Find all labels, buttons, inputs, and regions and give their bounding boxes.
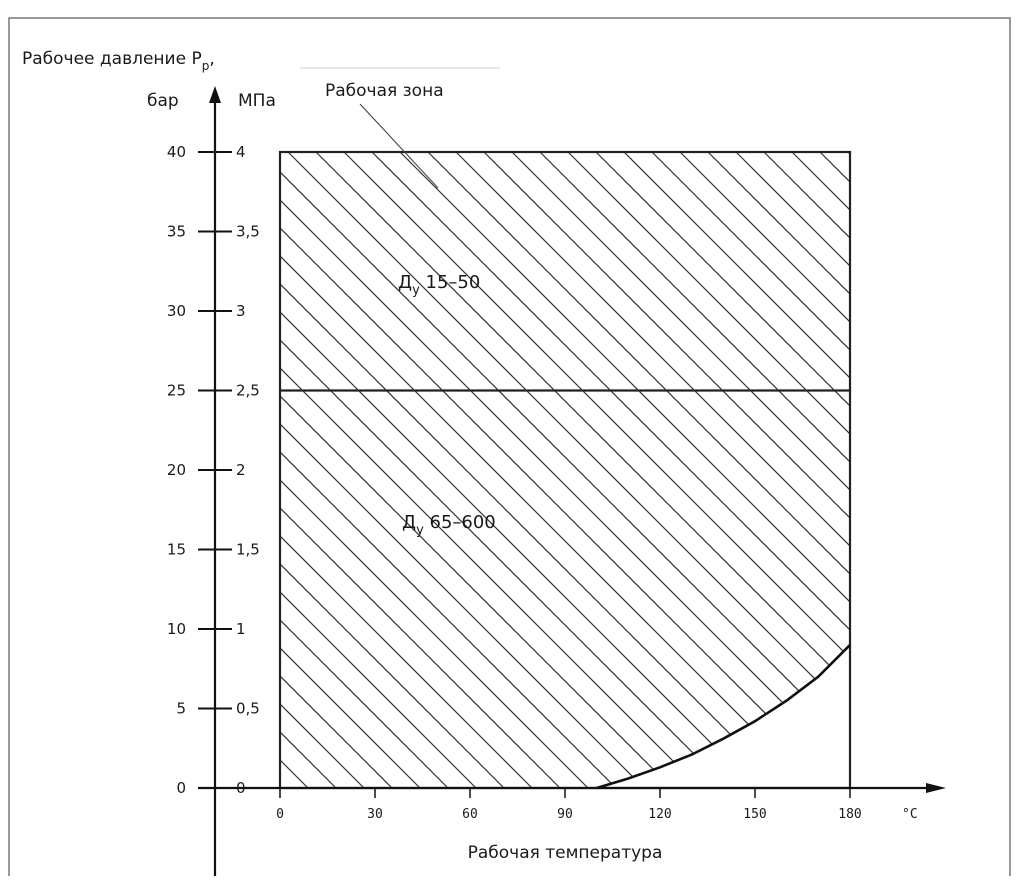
hatch-line xyxy=(791,152,850,788)
hatch-line xyxy=(651,152,850,788)
hatch-line xyxy=(595,152,850,788)
hatch-line xyxy=(280,152,617,788)
working-zone-label: Рабочая зона xyxy=(325,81,444,101)
region-label-du-15-50: Ду 15–50 xyxy=(398,272,480,298)
y-tick-label-bar: 40 xyxy=(167,143,186,161)
hatch-line xyxy=(511,152,850,788)
y-tick-label-bar: 0 xyxy=(176,779,186,797)
x-tick-label: 60 xyxy=(462,807,478,822)
hatch-line xyxy=(427,152,850,788)
hatch-line xyxy=(707,152,850,788)
x-tick-label: 180 xyxy=(838,807,861,822)
working-zone-leader xyxy=(359,103,439,189)
hatch-line xyxy=(315,152,850,788)
x-axis-ticks: 0 30 60 90 120 150 180 xyxy=(276,788,862,822)
y-tick-label-bar: 30 xyxy=(167,302,186,320)
hatch-line xyxy=(280,152,505,788)
hatch-line xyxy=(280,152,757,788)
y-tick-label-mpa: 0 xyxy=(236,779,246,797)
hatch-line xyxy=(567,152,850,788)
y-tick-label-bar: 10 xyxy=(167,620,186,638)
y-axis-arrow xyxy=(209,86,221,103)
hatch-line xyxy=(483,152,850,788)
y-tick-label-bar: 20 xyxy=(167,461,186,479)
hatch-line xyxy=(287,152,850,788)
hatch-line xyxy=(399,152,850,788)
boundary-curve xyxy=(596,643,851,790)
x-unit-label: °C xyxy=(902,807,918,822)
hatch-line xyxy=(280,152,850,788)
hatch-line xyxy=(280,152,589,788)
y-tick-label-mpa: 4 xyxy=(236,143,246,161)
hatch-line xyxy=(280,152,477,788)
hatch-line xyxy=(280,152,645,788)
y-unit-mpa: МПа xyxy=(238,91,276,111)
hatch-line xyxy=(280,152,449,788)
hatch-line xyxy=(455,152,850,788)
frame-border xyxy=(8,17,1011,879)
hatch-line xyxy=(280,152,729,788)
x-tick-label: 90 xyxy=(557,807,573,822)
hatch-line xyxy=(280,152,701,788)
hatch-line xyxy=(847,152,850,788)
hatch-line xyxy=(280,152,393,788)
hatch-line xyxy=(280,152,841,788)
y-tick-label-mpa: 3 xyxy=(236,302,246,320)
x-tick-label: 30 xyxy=(367,807,383,822)
hatch-line xyxy=(735,152,850,788)
hatch-line xyxy=(280,152,785,788)
hatch-line xyxy=(623,152,850,788)
y-tick-label-mpa: 3,5 xyxy=(236,223,260,241)
hatch-line xyxy=(280,152,813,788)
hatch-line xyxy=(371,152,850,788)
hatch-line xyxy=(280,152,673,788)
region-label-du-65-600: Ду 65–600 xyxy=(402,512,496,538)
y-axis-ticks: 0 0 5 0,5 10 1 15 1,5 20 2 25 2,5 30 3 35 3,5 40 4 xyxy=(167,143,260,797)
y-tick-label-bar: 25 xyxy=(167,382,186,400)
hatch-line xyxy=(280,152,421,788)
y-unit-bar: бар xyxy=(147,91,179,111)
x-tick-label: 120 xyxy=(648,807,671,822)
y-tick-label-bar: 35 xyxy=(167,223,186,241)
y-tick-label-mpa: 1 xyxy=(236,620,246,638)
x-axis-title: Рабочая температура xyxy=(468,843,663,863)
y-tick-label-mpa: 2,5 xyxy=(236,382,260,400)
plot-area-border xyxy=(278,150,852,790)
y-axis-title: Рабочее давление Pр, xyxy=(22,49,215,73)
y-tick-label-mpa: 0,5 xyxy=(236,700,260,718)
y-tick-label-mpa: 1,5 xyxy=(236,541,260,559)
hatch-line xyxy=(280,152,533,788)
y-tick-label-mpa: 2 xyxy=(236,461,246,479)
hatch-line xyxy=(343,152,850,788)
hatch-line xyxy=(539,152,850,788)
y-tick-label-bar: 15 xyxy=(167,541,186,559)
x-tick-label: 0 xyxy=(276,807,284,822)
working-zone-hatch xyxy=(280,152,850,788)
hatch-line xyxy=(280,152,309,788)
x-tick-label: 150 xyxy=(743,807,766,822)
hatch-line xyxy=(280,152,850,788)
hatch-line xyxy=(280,152,561,788)
x-axis-arrow xyxy=(926,783,946,793)
y-tick-label-bar: 5 xyxy=(176,700,186,718)
hatch-line xyxy=(679,152,850,788)
